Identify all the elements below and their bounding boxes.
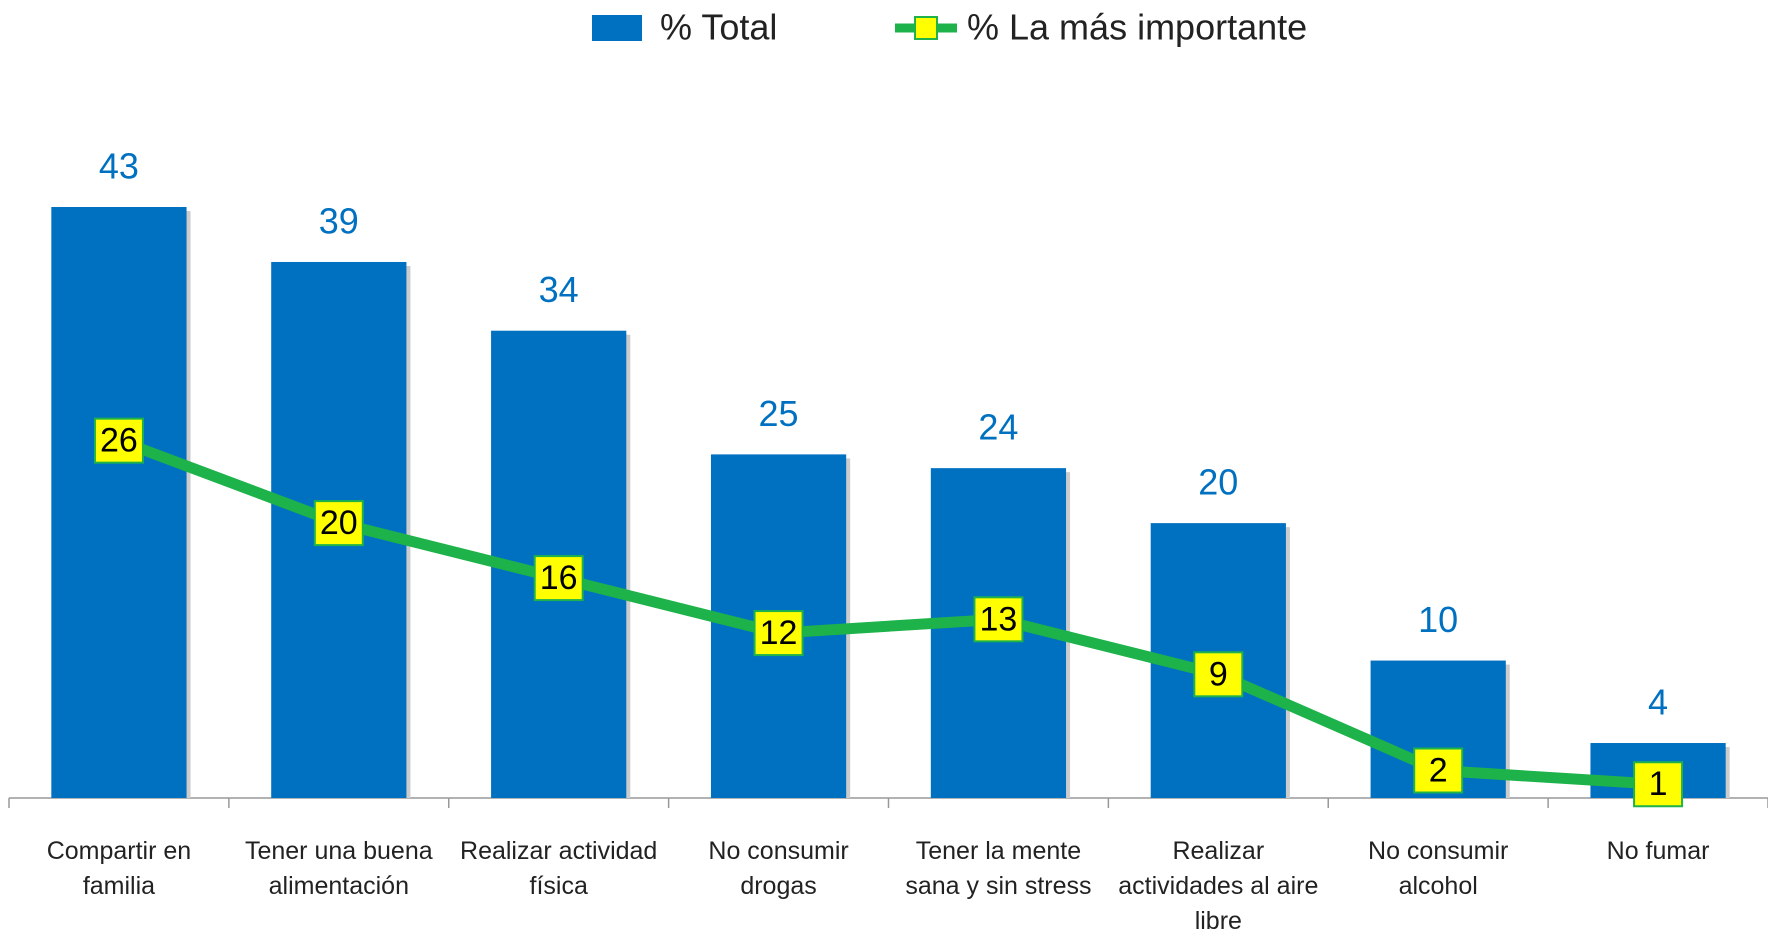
- legend-swatch: [592, 15, 642, 41]
- x-tick-label: No consumir alcohol: [1368, 837, 1509, 900]
- bar-value-label: 24: [978, 407, 1018, 448]
- x-tick-label: No consumir drogas: [708, 837, 849, 900]
- line-marker: [93, 417, 144, 464]
- line-marker: [533, 555, 584, 602]
- line-value-label: 16: [540, 559, 578, 597]
- line-value-label: 26: [100, 422, 138, 460]
- bar: [51, 207, 187, 798]
- bar-value-label: 4: [1648, 682, 1668, 723]
- legend-label: % Total: [660, 7, 777, 48]
- line-marker: [753, 610, 804, 657]
- line-value-label: 2: [1429, 751, 1448, 789]
- x-tick-label: Tener una buena alimentación: [244, 837, 433, 900]
- legend-label: % La más importante: [967, 7, 1307, 48]
- line-marker: [973, 596, 1024, 643]
- x-tick-label: Tener la mente sana y sin stress: [905, 837, 1092, 900]
- line-marker: [1413, 747, 1464, 794]
- line-value-label: 1: [1649, 765, 1668, 803]
- x-tick-label: No fumar: [1606, 837, 1710, 865]
- line: [117, 435, 1659, 790]
- line-marker: [1633, 761, 1684, 808]
- bar-value-label: 10: [1418, 599, 1458, 640]
- bar-value-label: 34: [539, 269, 579, 310]
- bar-value-label: 25: [759, 393, 799, 434]
- line-value-label: 13: [980, 600, 1018, 638]
- x-tick-label: Realizar actividades al aire libre: [1118, 837, 1319, 935]
- bar-value-label: 43: [99, 146, 139, 187]
- line-marker: [1193, 651, 1244, 698]
- bar-value-label: 39: [319, 200, 359, 241]
- line-value-label: 12: [760, 614, 798, 652]
- x-tick-label: Compartir en familia: [46, 837, 192, 900]
- line-marker: [313, 500, 364, 547]
- legend-marker: [914, 16, 938, 40]
- line-value-label: 9: [1209, 655, 1228, 693]
- x-tick-label: Realizar actividad física: [460, 837, 658, 900]
- bar-value-label: 20: [1198, 462, 1238, 503]
- line-value-label: 20: [320, 504, 358, 542]
